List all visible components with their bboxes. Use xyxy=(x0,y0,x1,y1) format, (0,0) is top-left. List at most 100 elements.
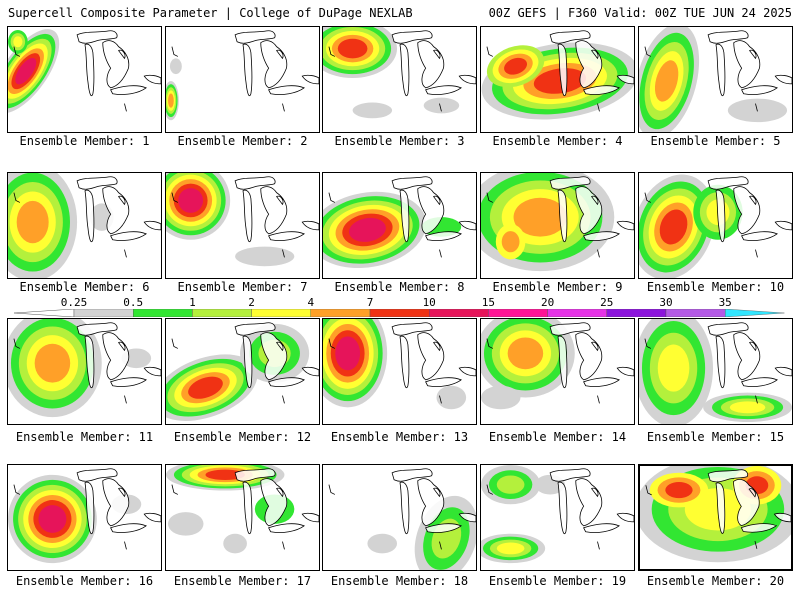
ensemble-panel-3[interactable] xyxy=(322,26,477,133)
great-lakes-outline xyxy=(707,322,792,389)
great-lakes-outline xyxy=(549,30,634,97)
scp-contour xyxy=(205,469,245,481)
shoreline-fragment xyxy=(13,192,127,258)
shoreline-fragment xyxy=(644,192,758,258)
colorbar-segment xyxy=(725,309,785,317)
scp-contour xyxy=(235,246,295,267)
scp-map-10 xyxy=(639,174,792,278)
scp-map-2 xyxy=(166,30,319,121)
ensemble-panel-7[interactable] xyxy=(165,172,320,279)
ensemble-panel-12[interactable] xyxy=(165,318,320,425)
ensemble-panel-15[interactable] xyxy=(638,318,793,425)
legend-level-label: 0.5 xyxy=(123,296,144,309)
scp-contour xyxy=(659,209,688,245)
legend-level-label: 2 xyxy=(248,296,255,309)
ensemble-panel-17[interactable] xyxy=(165,464,320,571)
scp-contour xyxy=(481,385,521,410)
scp-contour xyxy=(665,481,693,499)
member-label: Ensemble Member: 5 xyxy=(650,134,781,148)
member-label: Ensemble Member: 20 xyxy=(646,574,785,588)
colorbar-segment xyxy=(488,309,548,317)
legend-level-label: 25 xyxy=(600,296,614,309)
colorbar-segment xyxy=(192,309,252,317)
ensemble-panel-10[interactable] xyxy=(638,172,793,279)
ensemble-panel-5[interactable] xyxy=(638,26,793,133)
colorbar-low-arrow xyxy=(14,309,75,317)
scp-contour xyxy=(496,475,525,494)
scp-map-20 xyxy=(640,466,791,563)
shoreline-fragment xyxy=(644,338,758,404)
scp-contour xyxy=(15,57,37,85)
ensemble-panel-1[interactable] xyxy=(7,26,162,133)
ensemble-panel-4[interactable] xyxy=(480,26,635,133)
great-lakes-outline xyxy=(391,176,476,243)
ensemble-panel-19[interactable] xyxy=(480,464,635,571)
colorbar-segment xyxy=(310,309,371,317)
great-lakes-outline xyxy=(391,30,476,97)
scp-map-13 xyxy=(323,319,476,410)
great-lakes-outline xyxy=(76,322,161,389)
ensemble-panel-8[interactable] xyxy=(322,172,477,279)
legend-level-label: 1 xyxy=(189,296,196,309)
ensemble-panel-9[interactable] xyxy=(480,172,635,279)
scp-contour xyxy=(501,231,520,253)
scp-map-11 xyxy=(8,319,161,418)
great-lakes-outline xyxy=(391,322,476,389)
ensemble-panel-18[interactable] xyxy=(322,464,477,571)
scp-contour xyxy=(507,337,544,370)
scp-contour xyxy=(188,376,223,399)
scp-map-12 xyxy=(166,322,319,421)
scp-map-16 xyxy=(8,468,161,564)
member-label: Ensemble Member: 9 xyxy=(492,280,623,294)
scp-contour xyxy=(436,385,467,410)
great-lakes-outline xyxy=(549,322,634,389)
scp-contour xyxy=(504,57,528,75)
member-label: Ensemble Member: 10 xyxy=(646,280,785,294)
scp-map-1 xyxy=(8,29,161,114)
member-label: Ensemble Member: 15 xyxy=(646,430,785,444)
member-label: Ensemble Member: 14 xyxy=(488,430,627,444)
scp-map-6 xyxy=(8,173,161,278)
legend-level-label: 20 xyxy=(540,296,555,309)
colorbar-segment xyxy=(606,309,667,317)
ensemble-panel-13[interactable] xyxy=(322,318,477,425)
scp-map-15 xyxy=(639,319,792,424)
scp-map-17 xyxy=(166,465,319,554)
shoreline-fragment xyxy=(644,46,758,112)
scp-map-18 xyxy=(328,468,476,570)
ensemble-panel-16[interactable] xyxy=(7,464,162,571)
ensemble-panel-14[interactable] xyxy=(480,318,635,425)
legend-level-label: 30 xyxy=(659,296,673,309)
scp-map-3 xyxy=(323,27,476,119)
shoreline-fragment xyxy=(171,338,285,404)
member-label: Ensemble Member: 8 xyxy=(334,280,465,294)
color-legend: 0.25 0.5 1 2 4 7 10 15 20 25 30 35 xyxy=(0,296,800,320)
legend-level-label: 35 xyxy=(718,296,732,309)
great-lakes-outline xyxy=(234,176,319,243)
run-info: 00Z GEFS | F360 Valid: 00Z TUE JUN 24 20… xyxy=(488,6,792,20)
scp-contour xyxy=(352,102,393,119)
shoreline-fragment xyxy=(328,484,442,550)
ensemble-panel-20[interactable] xyxy=(638,464,793,571)
great-lakes-outline xyxy=(549,468,634,535)
member-label: Ensemble Member: 12 xyxy=(173,430,312,444)
shoreline-fragment xyxy=(171,484,285,550)
scp-contour xyxy=(169,58,182,75)
shoreline-fragment xyxy=(645,485,758,549)
member-label: Ensemble Member: 1 xyxy=(19,134,150,148)
great-lakes-outline xyxy=(76,176,161,243)
ensemble-panel-2[interactable] xyxy=(165,26,320,133)
shoreline-fragment xyxy=(171,46,285,112)
ensemble-panel-11[interactable] xyxy=(7,318,162,425)
member-label: Ensemble Member: 2 xyxy=(177,134,308,148)
ensemble-panel-6[interactable] xyxy=(7,172,162,279)
great-lakes-outline xyxy=(391,468,476,535)
shoreline-fragment xyxy=(328,192,442,258)
great-lakes-outline xyxy=(234,468,319,535)
scp-contour xyxy=(348,217,386,242)
member-label: Ensemble Member: 4 xyxy=(492,134,623,148)
scp-map-5 xyxy=(639,27,792,132)
shoreline-fragment xyxy=(486,338,600,404)
shoreline-fragment xyxy=(328,46,442,112)
scp-contour xyxy=(34,343,71,383)
